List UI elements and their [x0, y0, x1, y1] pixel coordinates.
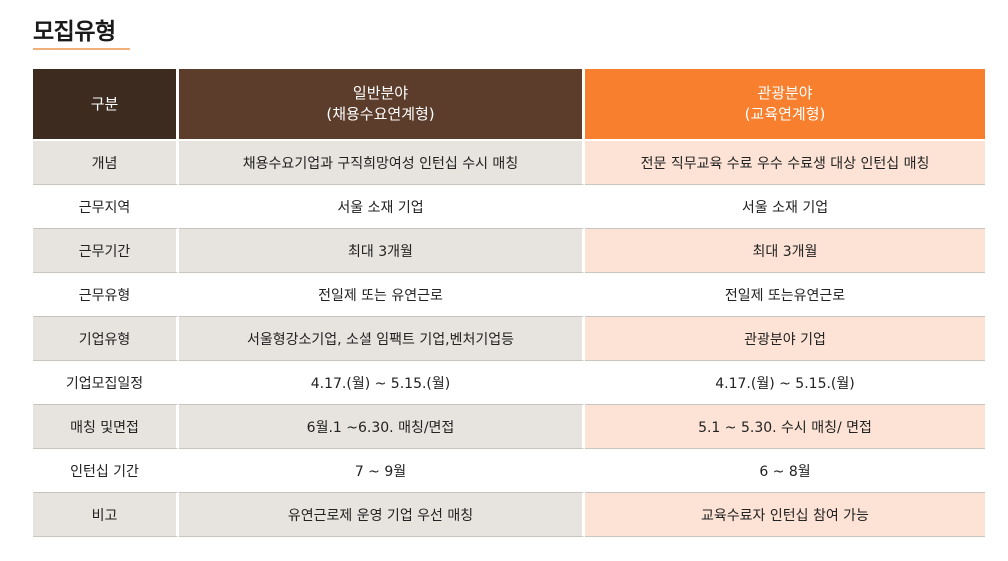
- row-tourism-value: 교육수료자 인턴십 참여 가능: [585, 493, 985, 537]
- row-category: 매칭 및면접: [33, 405, 179, 449]
- row-general-value: 전일제 또는 유연근로: [179, 273, 585, 317]
- row-category: 근무기간: [33, 229, 179, 273]
- header-tourism: 관광분야 (교육연계형): [585, 69, 985, 139]
- table-header-row: 구분 일반분야 (채용수요연계형) 관광분야 (교육연계형): [33, 69, 985, 139]
- row-general-value: 채용수요기업과 구직희망여성 인턴십 수시 매칭: [179, 139, 585, 185]
- row-general-value: 7 ~ 9월: [179, 449, 585, 493]
- row-category: 기업유형: [33, 317, 179, 361]
- header-general-subtitle: (채용수요연계형): [326, 105, 435, 123]
- row-category: 개념: [33, 139, 179, 185]
- table-row: 근무기간 최대 3개월 최대 3개월: [33, 229, 985, 273]
- row-tourism-value: 전일제 또는유연근로: [585, 273, 985, 317]
- table-row: 개념 채용수요기업과 구직희망여성 인턴십 수시 매칭 전문 직무교육 수료 우…: [33, 139, 985, 185]
- header-tourism-title: 관광분야: [757, 84, 813, 102]
- row-general-value: 유연근로제 운영 기업 우선 매칭: [179, 493, 585, 537]
- header-general: 일반분야 (채용수요연계형): [179, 69, 585, 139]
- row-general-value: 4.17.(월) ~ 5.15.(월): [179, 361, 585, 405]
- table-row: 기업모집일정 4.17.(월) ~ 5.15.(월) 4.17.(월) ~ 5.…: [33, 361, 985, 405]
- table-row: 매칭 및면접 6월.1 ~6.30. 매칭/면접 5.1 ~ 5.30. 수시 …: [33, 405, 985, 449]
- header-category: 구분: [33, 69, 179, 139]
- row-tourism-value: 서울 소재 기업: [585, 185, 985, 229]
- table-row: 비고 유연근로제 운영 기업 우선 매칭 교육수료자 인턴십 참여 가능: [33, 493, 985, 537]
- row-category: 비고: [33, 493, 179, 537]
- row-general-value: 서울형강소기업, 소셜 임팩트 기업,벤처기업등: [179, 317, 585, 361]
- row-category: 근무유형: [33, 273, 179, 317]
- table-row: 기업유형 서울형강소기업, 소셜 임팩트 기업,벤처기업등 관광분야 기업: [33, 317, 985, 361]
- recruitment-type-table: 구분 일반분야 (채용수요연계형) 관광분야 (교육연계형) 개념 채용수요기업…: [33, 69, 985, 537]
- row-tourism-value: 4.17.(월) ~ 5.15.(월): [585, 361, 985, 405]
- row-category: 인턴십 기간: [33, 449, 179, 493]
- row-category: 근무지역: [33, 185, 179, 229]
- row-tourism-value: 전문 직무교육 수료 우수 수료생 대상 인턴십 매칭: [585, 139, 985, 185]
- row-tourism-value: 관광분야 기업: [585, 317, 985, 361]
- table-row: 인턴십 기간 7 ~ 9월 6 ~ 8월: [33, 449, 985, 493]
- row-category: 기업모집일정: [33, 361, 179, 405]
- table-row: 근무지역 서울 소재 기업 서울 소재 기업: [33, 185, 985, 229]
- header-category-label: 구분: [90, 94, 119, 113]
- table-row: 근무유형 전일제 또는 유연근로 전일제 또는유연근로: [33, 273, 985, 317]
- page-title: 모집유형: [33, 19, 116, 45]
- row-tourism-value: 6 ~ 8월: [585, 449, 985, 493]
- header-tourism-subtitle: (교육연계형): [744, 105, 826, 123]
- row-general-value: 최대 3개월: [179, 229, 585, 273]
- row-general-value: 서울 소재 기업: [179, 185, 585, 229]
- header-general-title: 일반분야: [352, 84, 409, 102]
- row-tourism-value: 5.1 ~ 5.30. 수시 매칭/ 면접: [585, 405, 985, 449]
- title-underline: [33, 48, 130, 50]
- row-general-value: 6월.1 ~6.30. 매칭/면접: [179, 405, 585, 449]
- row-tourism-value: 최대 3개월: [585, 229, 985, 273]
